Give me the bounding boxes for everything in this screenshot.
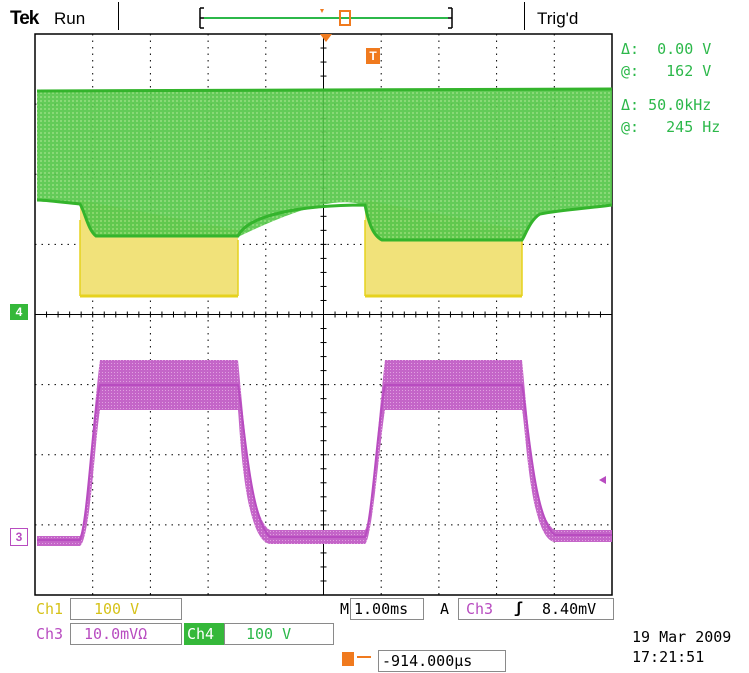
trigger-level[interactable]: 8.40mV	[542, 600, 597, 618]
trigger-box	[458, 598, 614, 620]
trigger-marker-icon: T	[366, 48, 380, 64]
trigger-delay-icon	[342, 652, 354, 666]
ch3-label[interactable]: Ch3	[36, 625, 64, 643]
trigger-status: Trig'd	[537, 9, 579, 28]
trigger-position-icon	[320, 9, 324, 13]
brand-logo: Tek	[10, 8, 39, 29]
trigger-arrow-icon	[320, 34, 332, 42]
ch4-waveform	[37, 90, 612, 240]
run-status: Run	[54, 9, 86, 28]
divider	[118, 2, 119, 30]
ch4-scale: 100 V	[246, 625, 292, 643]
ch4-scale-box	[224, 623, 334, 645]
ch4-label-box[interactable]	[184, 623, 224, 645]
record-view-bar	[199, 7, 453, 29]
cursor-volt-delta: Δ: 0.00 V	[621, 40, 712, 58]
capture-date: 19 Mar 2009	[632, 628, 732, 646]
trigger-level-icon	[599, 476, 606, 484]
ch3-waveform	[37, 360, 612, 546]
graticule-grid	[34, 33, 613, 596]
delay-value[interactable]: -914.000µs	[382, 652, 473, 670]
trigger-channel[interactable]: Ch3	[466, 600, 494, 618]
ch4-ground-marker[interactable]: 4	[10, 304, 28, 320]
timebase-box	[350, 598, 424, 620]
status-bar: Tek Run Trig'd	[0, 0, 749, 34]
timebase-mode: M	[340, 600, 350, 618]
ch3-scale: 10.0mVΩ	[84, 625, 148, 643]
divider	[524, 2, 525, 30]
cursor-freq-delta: Δ: 50.0kHz	[621, 96, 712, 114]
delay-box	[378, 650, 506, 672]
ch4-label[interactable]: Ch4	[187, 625, 215, 643]
ch1-scale: 100 V	[94, 600, 140, 618]
timebase-scale[interactable]: 1.00ms	[354, 600, 409, 618]
cursor-freq-at: @: 245 Hz	[621, 118, 721, 136]
rising-edge-icon: ʃ	[514, 599, 524, 617]
view-window-icon	[339, 10, 351, 26]
acquisition-mode: A	[440, 600, 450, 618]
ch1-scale-box	[70, 598, 182, 620]
capture-time: 17:21:51	[632, 648, 705, 666]
cursor-volt-at: @: 162 V	[621, 62, 712, 80]
delay-arrow-icon	[357, 656, 371, 658]
ch1-label[interactable]: Ch1	[36, 600, 64, 618]
ch3-ground-marker[interactable]: 3	[10, 528, 28, 546]
ch3-scale-box	[70, 623, 182, 645]
